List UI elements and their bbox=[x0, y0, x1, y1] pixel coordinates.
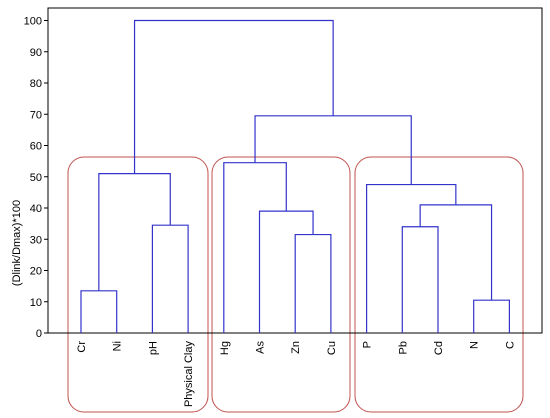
merge-link-4 bbox=[294, 233, 332, 333]
y-tick-label: 80 bbox=[30, 78, 42, 90]
y-tick-label: 10 bbox=[30, 297, 42, 309]
leaf-labels: Cr Ni pH Physical Clay Hg As Zn Cu P Pb Cd N C bbox=[76, 341, 516, 408]
merge-link-8 bbox=[401, 226, 439, 333]
cluster-outline-2 bbox=[211, 156, 351, 413]
leaf-label: Hg bbox=[219, 341, 231, 355]
y-tick-label: 0 bbox=[36, 328, 42, 340]
leaf-label: N bbox=[469, 341, 481, 349]
merge-link-10 bbox=[366, 183, 457, 333]
leaf-label: C bbox=[504, 341, 516, 349]
leaf-label: Ni bbox=[112, 341, 124, 351]
merge-link-5 bbox=[258, 210, 314, 333]
merge-link-6 bbox=[223, 162, 287, 333]
merge-link-3 bbox=[98, 173, 171, 291]
y-tick-label: 90 bbox=[30, 47, 42, 59]
cluster-outline-1 bbox=[67, 156, 209, 413]
leaf-label: Physical Clay bbox=[183, 341, 195, 408]
leaf-label: Cd bbox=[433, 341, 445, 355]
merge-link-7 bbox=[473, 299, 510, 333]
merge-link-1 bbox=[80, 290, 118, 333]
merge-link-12 bbox=[133, 19, 334, 174]
y-tick-label: 70 bbox=[30, 109, 42, 121]
leaf-label: pH bbox=[147, 341, 159, 355]
leaf-label: Cr bbox=[76, 341, 88, 353]
y-tick-label: 60 bbox=[30, 141, 42, 153]
y-tick-label: 30 bbox=[30, 234, 42, 246]
y-tick-label: 100 bbox=[24, 16, 42, 28]
leaf-label: P bbox=[362, 341, 374, 348]
leaf-label: As bbox=[255, 341, 267, 354]
cluster-outlines bbox=[67, 156, 524, 413]
cluster-outline-3 bbox=[354, 156, 524, 413]
leaf-label: Pb bbox=[397, 341, 409, 354]
y-axis-title: (Dlink/Dmax)*100 bbox=[11, 200, 23, 286]
y-tick-label: 50 bbox=[30, 172, 42, 184]
leaf-label: Cu bbox=[326, 341, 338, 355]
y-axis-ticks: 0 10 20 30 40 50 60 70 80 90 100 bbox=[24, 16, 48, 340]
y-tick-label: 40 bbox=[30, 203, 42, 215]
dendrogram-links bbox=[80, 19, 510, 333]
y-tick-label: 20 bbox=[30, 266, 42, 278]
merge-link-9 bbox=[419, 204, 493, 301]
leaf-label: Zn bbox=[290, 341, 302, 354]
merge-link-11 bbox=[254, 115, 412, 185]
merge-link-2 bbox=[151, 224, 189, 333]
